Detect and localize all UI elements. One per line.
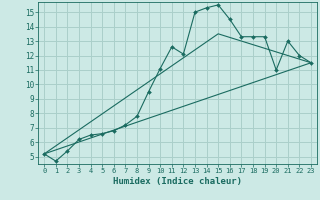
X-axis label: Humidex (Indice chaleur): Humidex (Indice chaleur)	[113, 177, 242, 186]
